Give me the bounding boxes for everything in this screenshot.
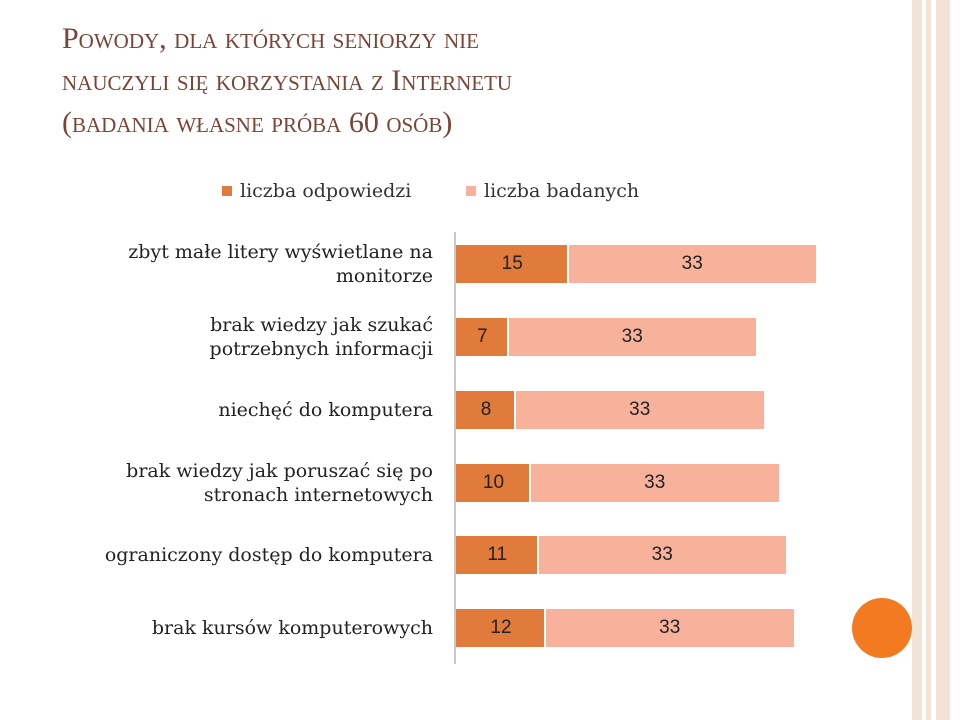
title-line: (badania własne próba 60 osób) (62, 102, 862, 144)
data-label: 33 (546, 609, 794, 647)
category-label: zbyt małe litery wyświetlane na monitorze (13, 240, 433, 288)
bar: 10 33 (456, 464, 816, 502)
title-line: nauczyli się korzystania z Internetu (62, 60, 862, 102)
data-label: 33 (569, 245, 817, 283)
decorative-stripe (936, 0, 950, 720)
decorative-stripe (912, 0, 922, 720)
title-line: Powody, dla których seniorzy nie (62, 18, 862, 60)
category-label-line: brak wiedzy jak poruszać się po (13, 459, 433, 483)
legend-item-series-1: liczba odpowiedzi (222, 180, 411, 202)
category-label-line: monitorze (13, 264, 433, 288)
category-label: niechęć do komputera (13, 398, 433, 422)
data-label: 33 (539, 536, 787, 574)
category-label-line: potrzebnych informacji (13, 337, 433, 361)
data-label: 12 (456, 609, 546, 647)
bar: 12 33 (456, 609, 816, 647)
data-label: 8 (456, 391, 516, 429)
slide-title: Powody, dla których seniorzy nie nauczyl… (62, 18, 862, 144)
category-label: brak kursów komputerowych (13, 616, 433, 640)
legend-label-series-1: liczba odpowiedzi (240, 180, 411, 202)
category-label: brak wiedzy jak szukać potrzebnych inform… (13, 313, 433, 361)
legend-swatch-series-1 (222, 186, 232, 196)
data-label: 10 (456, 464, 531, 502)
category-label: brak wiedzy jak poruszać się po stronach … (13, 459, 433, 507)
bar: 11 33 (456, 536, 816, 574)
category-label: ograniczony dostęp do komputera (13, 543, 433, 567)
legend-item-series-2: liczba badanych (466, 180, 639, 202)
category-label-line: niechęć do komputera (13, 398, 433, 422)
category-axis-line (454, 232, 456, 664)
bar: 15 33 (456, 245, 816, 283)
category-label-line: brak wiedzy jak szukać (13, 313, 433, 337)
data-label: 33 (516, 391, 764, 429)
data-label: 11 (456, 536, 539, 574)
bar: 7 33 (456, 318, 816, 356)
category-label-line: zbyt małe litery wyświetlane na (13, 240, 433, 264)
legend-swatch-series-2 (466, 186, 476, 196)
decorative-stripe (926, 0, 931, 720)
legend-label-series-2: liczba badanych (484, 180, 639, 202)
data-label: 15 (456, 245, 569, 283)
data-label: 7 (456, 318, 509, 356)
decorative-circle (852, 598, 912, 658)
data-label: 33 (509, 318, 757, 356)
category-label-line: stronach internetowych (13, 483, 433, 507)
data-label: 33 (531, 464, 779, 502)
category-label-line: ograniczony dostęp do komputera (13, 543, 433, 567)
bar: 8 33 (456, 391, 816, 429)
category-label-line: brak kursów komputerowych (13, 616, 433, 640)
